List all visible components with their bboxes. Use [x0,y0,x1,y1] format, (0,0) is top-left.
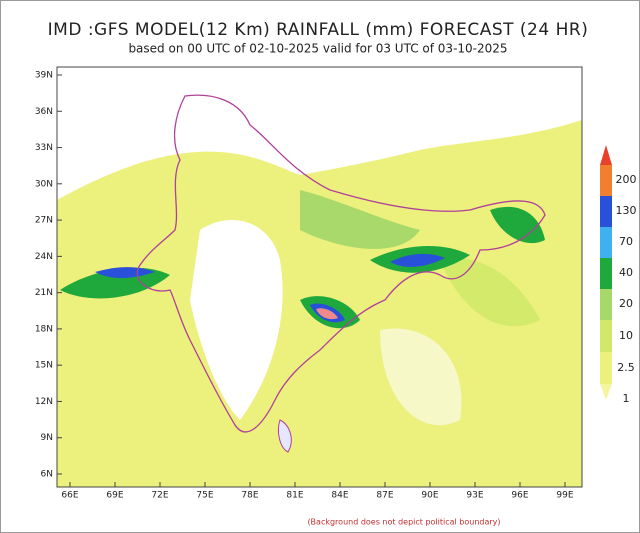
lat-label: 12N [35,397,53,407]
lat-label: 15N [35,361,53,371]
lon-label: 99E [556,491,573,501]
lon-label: 93E [466,491,483,501]
lat-label: 30N [35,179,53,189]
level-label: 20 [619,297,633,310]
lat-label: 18N [35,324,53,334]
colorbar-labels: 1 2.5 10 20 40 70 130 200 [616,173,637,405]
lon-label: 90E [421,491,438,501]
lon-label: 81E [286,491,303,501]
map-area [57,67,582,487]
level-label: 40 [619,266,633,279]
level-label: 1 [623,392,630,405]
lat-label: 21N [35,288,53,298]
level-label: 200 [616,173,637,186]
lat-label: 36N [35,107,53,117]
lat-label: 6N [41,470,53,480]
lat-label: 33N [35,143,53,153]
plot-border [56,66,583,488]
title: IMD :GFS MODEL(12 Km) RAINFALL (mm) FORE… [48,20,589,40]
lat-label: 39N [35,71,53,81]
lon-label: 72E [151,491,168,501]
level-label: 10 [619,329,633,342]
lon-label: 75E [196,491,213,501]
lat-label: 24N [35,252,53,262]
lon-label: 84E [331,491,348,501]
level-label: 2.5 [617,361,635,374]
lat-label: 27N [35,216,53,226]
lon-label: 78E [241,491,258,501]
lon-label: 66E [61,491,78,501]
subtitle: based on 00 UTC of 02-10-2025 valid for … [128,42,507,56]
lat-axis: 6N 9N 12N 15N 18N 21N 24N 27N 30N 33N 36N 39N [35,71,62,480]
colorbar [600,145,612,400]
lat-label: 9N [41,433,53,443]
lon-label: 69E [106,491,123,501]
footer-note: (Background does not depict political bo… [307,518,500,527]
level-label: 130 [616,204,637,217]
lon-label: 87E [376,491,393,501]
lon-label: 96E [511,491,528,501]
level-label: 70 [619,235,633,248]
lon-axis: 66E 69E 72E 75E 78E 81E 84E 87E 90E 93E 96E 99E [61,482,574,501]
